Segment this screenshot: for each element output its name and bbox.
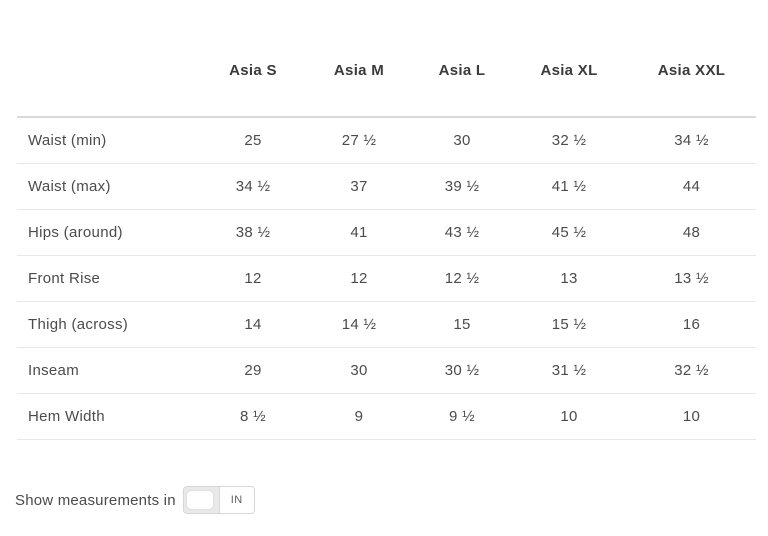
size-cell: 10 bbox=[627, 393, 756, 440]
size-cell: 32 ½ bbox=[511, 117, 627, 164]
size-cell: 12 bbox=[305, 255, 413, 302]
size-cell: 31 ½ bbox=[511, 347, 627, 394]
size-cell: 45 ½ bbox=[511, 209, 627, 256]
size-cell: 29 bbox=[201, 347, 305, 394]
row-label: Waist (min) bbox=[17, 117, 201, 164]
size-cell: 9 ½ bbox=[413, 393, 511, 440]
size-cell: 41 bbox=[305, 209, 413, 256]
row-label: Inseam bbox=[17, 347, 201, 394]
size-cell: 38 ½ bbox=[201, 209, 305, 256]
size-cell: 25 bbox=[201, 117, 305, 164]
unit-toggle-label: Show measurements in bbox=[15, 491, 176, 509]
table-row: Inseam 29 30 30 ½ 31 ½ 32 ½ bbox=[17, 347, 756, 394]
size-cell: 32 ½ bbox=[627, 347, 756, 394]
table-row: Waist (max) 34 ½ 37 39 ½ 41 ½ 44 bbox=[17, 163, 756, 210]
column-header: Asia S bbox=[201, 24, 305, 118]
size-cell: 15 bbox=[413, 301, 511, 348]
size-cell: 13 ½ bbox=[627, 255, 756, 302]
size-cell: 44 bbox=[627, 163, 756, 210]
size-chart-table: Asia S Asia M Asia L Asia XL Asia XXL Waist … bbox=[17, 24, 756, 440]
row-label: Front Rise bbox=[17, 255, 201, 302]
size-cell: 13 bbox=[511, 255, 627, 302]
table-row: Hips (around) 38 ½ 41 43 ½ 45 ½ 48 bbox=[17, 209, 756, 256]
size-cell: 34 ½ bbox=[201, 163, 305, 210]
toggle-knob[interactable] bbox=[186, 491, 213, 509]
size-cell: 12 bbox=[201, 255, 305, 302]
column-header: Asia XL bbox=[511, 24, 627, 118]
column-header: Asia XXL bbox=[627, 24, 756, 118]
size-cell: 15 ½ bbox=[511, 301, 627, 348]
size-cell: 14 ½ bbox=[305, 301, 413, 348]
toggle-track[interactable] bbox=[183, 487, 220, 513]
size-cell: 27 ½ bbox=[305, 117, 413, 164]
size-cell: 9 bbox=[305, 393, 413, 440]
size-cell: 30 bbox=[413, 117, 511, 164]
table-row: Front Rise 12 12 12 ½ 13 13 ½ bbox=[17, 255, 756, 302]
column-header: Asia L bbox=[413, 24, 511, 118]
size-cell: 16 bbox=[627, 301, 756, 348]
size-cell: 34 ½ bbox=[627, 117, 756, 164]
row-label: Waist (max) bbox=[17, 163, 201, 210]
size-chart-header-row: Asia S Asia M Asia L Asia XL Asia XXL bbox=[17, 24, 756, 118]
row-label: Thigh (across) bbox=[17, 301, 201, 348]
size-cell: 10 bbox=[511, 393, 627, 440]
size-cell: 14 bbox=[201, 301, 305, 348]
column-header: Asia M bbox=[305, 24, 413, 118]
unit-label: IN bbox=[219, 487, 254, 513]
size-cell: 43 ½ bbox=[413, 209, 511, 256]
size-cell: 37 bbox=[305, 163, 413, 210]
size-cell: 39 ½ bbox=[413, 163, 511, 210]
table-row: Waist (min) 25 27 ½ 30 32 ½ 34 ½ bbox=[17, 117, 756, 164]
row-label: Hem Width bbox=[17, 393, 201, 440]
size-cell: 8 ½ bbox=[201, 393, 305, 440]
size-cell: 12 ½ bbox=[413, 255, 511, 302]
size-cell: 48 bbox=[627, 209, 756, 256]
unit-toggle-row: Show measurements in IN bbox=[15, 486, 255, 514]
size-cell: 30 bbox=[305, 347, 413, 394]
size-cell: 30 ½ bbox=[413, 347, 511, 394]
row-label: Hips (around) bbox=[17, 209, 201, 256]
table-row: Thigh (across) 14 14 ½ 15 15 ½ 16 bbox=[17, 301, 756, 348]
unit-toggle[interactable]: IN bbox=[182, 486, 255, 514]
size-cell: 41 ½ bbox=[511, 163, 627, 210]
corner-cell bbox=[17, 24, 201, 118]
